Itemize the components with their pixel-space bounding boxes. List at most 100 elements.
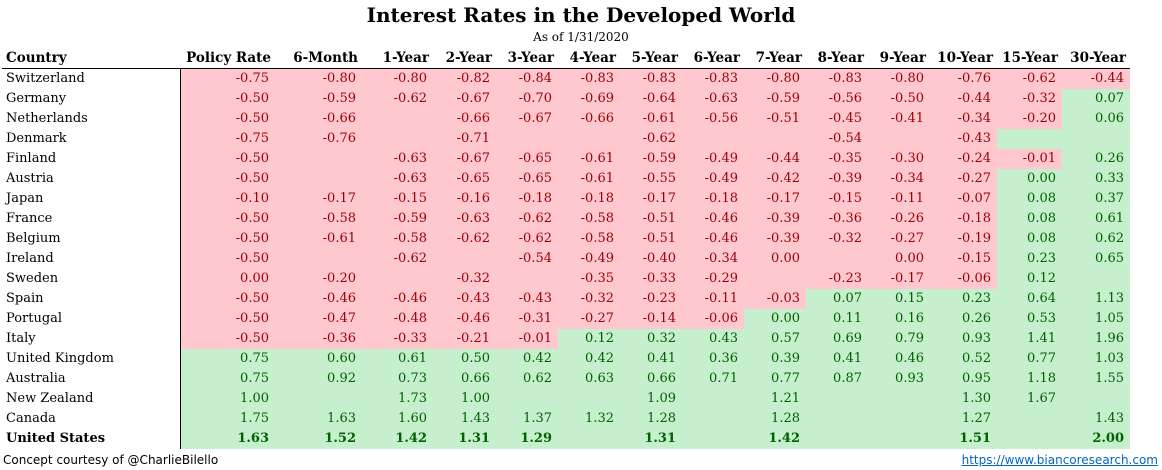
- rate-cell: 0.69: [806, 329, 868, 349]
- rate-cell: -0.01: [496, 329, 558, 349]
- rate-cell: 0.53: [997, 309, 1062, 329]
- rate-cell: -0.67: [433, 149, 496, 169]
- column-header-6-year: 6-Year: [682, 48, 744, 69]
- rate-cell: -0.58: [362, 229, 433, 249]
- rate-cell: -0.51: [744, 109, 806, 129]
- table-row: Spain -0.50 -0.46 -0.46 -0.43 -0.43 -0.32 -0.23…: [2, 289, 1130, 309]
- rate-cell: -0.17: [868, 269, 930, 289]
- rate-cell: [868, 429, 930, 449]
- rate-cell: -0.11: [682, 289, 744, 309]
- rate-cell: -0.51: [620, 209, 682, 229]
- rate-cell: -0.58: [558, 229, 620, 249]
- rate-cell: [1062, 129, 1130, 149]
- rate-cell: 0.77: [997, 349, 1062, 369]
- rate-cell: -0.64: [620, 89, 682, 109]
- rate-cell: -0.48: [362, 309, 433, 329]
- rate-cell: [868, 409, 930, 429]
- rate-cell: -0.63: [682, 89, 744, 109]
- rate-cell: 0.08: [997, 189, 1062, 209]
- rate-cell: -0.07: [930, 189, 997, 209]
- rate-cell: -0.21: [433, 329, 496, 349]
- table-row: Portugal -0.50 -0.47 -0.48 -0.46 -0.31 -0.27 -0…: [2, 309, 1130, 329]
- rate-cell: -0.33: [362, 329, 433, 349]
- rate-cell: 0.64: [997, 289, 1062, 309]
- rate-cell: -0.84: [496, 68, 558, 89]
- table-row: Canada 1.75 1.63 1.60 1.43 1.37 1.32 1.28 1.28 1.…: [2, 409, 1130, 429]
- rate-cell: 1.21: [744, 389, 806, 409]
- rate-cell: -0.40: [620, 249, 682, 269]
- rate-cell: 0.95: [930, 369, 997, 389]
- column-header-4-year: 4-Year: [558, 48, 620, 69]
- rate-cell: [496, 129, 558, 149]
- country-cell: Italy: [2, 329, 181, 349]
- rate-cell: -0.20: [997, 109, 1062, 129]
- country-cell: Finland: [2, 149, 181, 169]
- rate-cell: -0.49: [682, 169, 744, 189]
- country-cell: Spain: [2, 289, 181, 309]
- rate-cell: -0.19: [930, 229, 997, 249]
- rate-cell: [433, 249, 496, 269]
- rate-cell: -0.11: [868, 189, 930, 209]
- rate-cell: -0.39: [806, 169, 868, 189]
- rate-cell: 0.87: [806, 369, 868, 389]
- rate-cell: -0.14: [620, 309, 682, 329]
- source-link[interactable]: https://www.biancoresearch.com: [961, 453, 1158, 467]
- rate-cell: 1.96: [1062, 329, 1130, 349]
- rate-cell: -0.50: [180, 309, 275, 329]
- rate-cell: 0.12: [558, 329, 620, 349]
- rate-cell: 1.67: [997, 389, 1062, 409]
- rate-cell: 1.18: [997, 369, 1062, 389]
- rate-cell: -0.76: [930, 68, 997, 89]
- rate-cell: -0.01: [997, 149, 1062, 169]
- rate-cell: 1.43: [1062, 409, 1130, 429]
- country-cell: Belgium: [2, 229, 181, 249]
- rate-cell: -0.06: [930, 269, 997, 289]
- rate-cell: -0.80: [362, 68, 433, 89]
- rate-cell: [1062, 269, 1130, 289]
- rate-cell: -0.83: [620, 68, 682, 89]
- rate-cell: -0.44: [1062, 68, 1130, 89]
- rate-cell: -0.18: [930, 209, 997, 229]
- rate-cell: -0.50: [180, 209, 275, 229]
- rate-cell: -0.62: [997, 68, 1062, 89]
- rate-cell: -0.62: [362, 249, 433, 269]
- rate-cell: 0.23: [930, 289, 997, 309]
- rate-cell: 1.31: [620, 429, 682, 449]
- rate-cell: -0.46: [682, 229, 744, 249]
- rate-cell: -0.50: [180, 249, 275, 269]
- rate-cell: 1.37: [496, 409, 558, 429]
- table-header-row: Country Policy Rate 6-Month 1-Year 2-Year 3-Y…: [2, 48, 1130, 69]
- rate-cell: -0.50: [868, 89, 930, 109]
- country-cell: Netherlands: [2, 109, 181, 129]
- rate-cell: -0.50: [180, 289, 275, 309]
- rate-cell: -0.63: [433, 209, 496, 229]
- rate-cell: -0.62: [362, 89, 433, 109]
- rate-cell: -0.63: [362, 169, 433, 189]
- table-body: Switzerland -0.75 -0.80 -0.80 -0.82 -0.84 -0.8…: [2, 68, 1130, 449]
- rate-cell: -0.80: [868, 68, 930, 89]
- rate-cell: 0.06: [1062, 109, 1130, 129]
- rate-cell: 1.27: [930, 409, 997, 429]
- rate-cell: -0.58: [275, 209, 362, 229]
- rate-cell: -0.32: [997, 89, 1062, 109]
- rate-cell: 1.28: [744, 409, 806, 429]
- country-cell: New Zealand: [2, 389, 181, 409]
- rate-cell: [275, 149, 362, 169]
- rate-cell: 0.62: [1062, 229, 1130, 249]
- table-row: Denmark -0.75 -0.76 -0.71 -0.62 -0.54 -0.43: [2, 129, 1130, 149]
- rate-cell: -0.50: [180, 89, 275, 109]
- rate-cell: -0.32: [558, 289, 620, 309]
- rate-cell: -0.54: [806, 129, 868, 149]
- rate-cell: -0.56: [806, 89, 868, 109]
- rate-cell: -0.49: [558, 249, 620, 269]
- rate-cell: -0.47: [275, 309, 362, 329]
- rate-cell: 0.46: [868, 349, 930, 369]
- rate-cell: -0.83: [806, 68, 868, 89]
- table-row: France -0.50 -0.58 -0.59 -0.63 -0.62 -0.58 -0.5…: [2, 209, 1130, 229]
- country-cell: United States: [2, 429, 181, 449]
- rate-cell: 0.08: [997, 209, 1062, 229]
- rate-cell: 1.31: [433, 429, 496, 449]
- rate-cell: -0.50: [180, 329, 275, 349]
- rate-cell: 0.93: [930, 329, 997, 349]
- table-row: Germany -0.50 -0.59 -0.62 -0.67 -0.70 -0.69 -0.…: [2, 89, 1130, 109]
